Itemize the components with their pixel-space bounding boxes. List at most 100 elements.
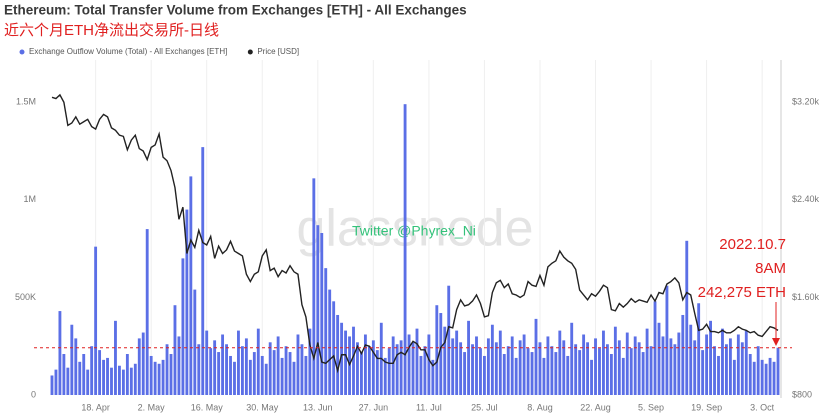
bar <box>145 229 149 395</box>
bar <box>193 289 197 395</box>
bar <box>332 301 336 395</box>
bar <box>550 346 554 395</box>
bar <box>118 365 121 395</box>
bar <box>221 334 225 395</box>
bar <box>94 246 98 395</box>
bar <box>463 352 467 395</box>
bar <box>387 348 391 395</box>
legend-label: Exchange Outflow Volume (Total) - All Ex… <box>29 47 227 56</box>
bar <box>244 338 248 395</box>
bar <box>161 359 165 395</box>
bar <box>284 346 288 395</box>
bar <box>407 334 411 395</box>
y2-tick-label: $800 <box>792 389 812 399</box>
bar <box>217 352 221 395</box>
bar <box>62 354 66 395</box>
bar <box>114 320 117 395</box>
bar <box>74 338 78 395</box>
bar <box>415 328 419 395</box>
bar <box>598 348 601 395</box>
bar <box>403 104 407 395</box>
bar <box>578 350 582 395</box>
y-tick-label: 1.5M <box>16 97 36 107</box>
bar <box>641 352 645 395</box>
bar <box>169 354 173 395</box>
y2-tick-label: $3.20k <box>792 97 820 107</box>
bar <box>165 344 169 395</box>
bar <box>391 336 395 395</box>
legend-marker <box>19 49 25 55</box>
bar <box>312 178 316 395</box>
bar <box>530 352 534 395</box>
bar <box>514 357 518 395</box>
bar <box>439 313 443 395</box>
bar <box>602 330 605 395</box>
bar <box>705 334 709 395</box>
bar <box>121 369 125 395</box>
bar <box>90 346 94 395</box>
bar <box>443 326 447 395</box>
bar <box>213 340 217 395</box>
bar <box>248 359 252 395</box>
bar <box>522 334 526 395</box>
bar <box>728 338 732 395</box>
bar <box>225 344 228 395</box>
bar <box>574 344 578 395</box>
bar <box>292 361 296 395</box>
bar <box>768 357 772 395</box>
bar <box>772 361 776 395</box>
bar <box>447 285 451 395</box>
bar <box>66 367 70 395</box>
x-tick-label: 2. May <box>138 402 166 412</box>
bar <box>717 355 720 395</box>
bar <box>324 268 328 395</box>
bar <box>546 336 550 395</box>
bar <box>629 348 633 395</box>
bar <box>82 354 86 395</box>
bar <box>586 342 590 395</box>
bar <box>173 305 177 395</box>
bar <box>760 359 764 395</box>
bar <box>411 342 415 395</box>
y-tick-label: 0 <box>31 389 36 399</box>
bar <box>189 176 193 395</box>
bar <box>590 359 593 395</box>
bar <box>205 330 209 395</box>
bar <box>54 369 58 395</box>
bar <box>764 363 768 395</box>
bar <box>617 340 621 395</box>
bar <box>661 336 665 395</box>
bar <box>185 209 189 395</box>
bar <box>304 355 308 395</box>
bar <box>423 346 427 395</box>
bar <box>58 311 62 395</box>
bar <box>673 344 677 395</box>
bar <box>419 355 423 395</box>
bar <box>594 338 597 395</box>
bar <box>141 332 145 395</box>
annotation-arrowhead <box>772 338 780 346</box>
bar <box>316 225 320 395</box>
bar <box>296 334 300 395</box>
bar <box>288 352 292 395</box>
bar <box>732 359 736 395</box>
bar <box>748 354 752 395</box>
bar <box>685 240 689 395</box>
bar <box>736 334 740 395</box>
bar <box>344 330 347 395</box>
bar <box>538 342 542 395</box>
bar <box>427 334 431 395</box>
bar <box>475 336 478 395</box>
bar <box>240 346 244 395</box>
credit: Twitter @Phyrex_Ni <box>352 223 476 239</box>
bar <box>494 342 498 395</box>
bar <box>280 357 284 395</box>
bar <box>371 340 375 395</box>
bar <box>300 344 304 395</box>
bar <box>399 340 403 395</box>
x-tick-label: 19. Sep <box>691 402 722 412</box>
bar <box>554 352 558 395</box>
bar <box>137 338 141 395</box>
bar <box>740 342 744 395</box>
bar <box>129 367 133 395</box>
